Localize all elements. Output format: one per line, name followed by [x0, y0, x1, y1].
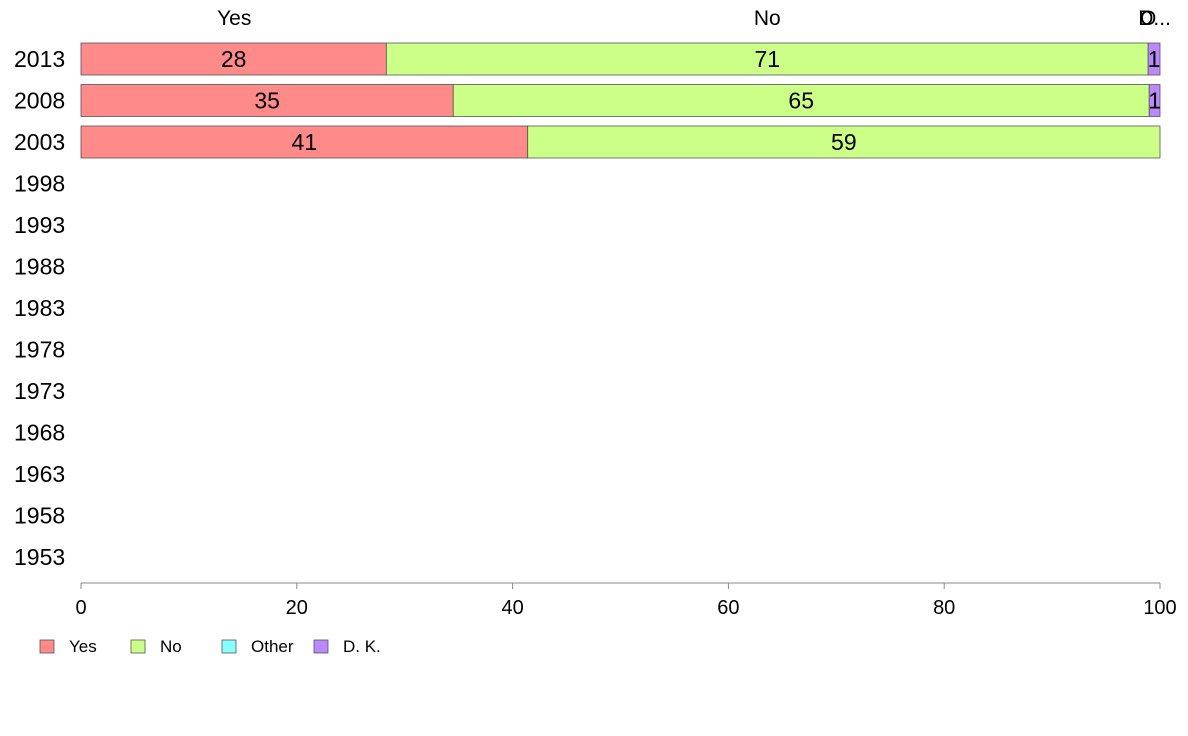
top-series-label: D... — [1138, 7, 1171, 30]
category-label: 1988 — [14, 254, 65, 280]
category-label: 2013 — [14, 46, 65, 72]
bar-value-label: 1 — [1148, 88, 1161, 114]
x-tick-label: 40 — [501, 597, 523, 619]
bar-value-label: 28 — [221, 46, 247, 72]
category-label: 2008 — [14, 88, 65, 114]
bar-segment — [1148, 84, 1161, 117]
legend-label: No — [160, 637, 182, 656]
x-tick-label: 20 — [286, 597, 308, 619]
category-label: 1978 — [14, 337, 65, 363]
category-label: 1983 — [14, 295, 65, 321]
x-tick-label: 80 — [933, 597, 955, 619]
category-label: 1998 — [14, 171, 65, 197]
x-tick-label: 100 — [1143, 597, 1176, 619]
legend-label: Other — [251, 637, 294, 656]
category-label: 1993 — [14, 212, 65, 238]
legend-label: Yes — [69, 637, 97, 656]
bar-value-label: 59 — [831, 129, 857, 155]
bar-value-label: 1 — [1148, 46, 1161, 72]
top-series-label: O — [1140, 7, 1156, 30]
bar-value-label: 65 — [788, 88, 814, 114]
category-label: 1963 — [14, 461, 65, 487]
category-label: 1953 — [14, 544, 65, 570]
category-label: 1973 — [14, 378, 65, 404]
x-tick-label: 0 — [75, 597, 86, 619]
category-label: 2003 — [14, 129, 65, 155]
x-tick-label: 60 — [717, 597, 739, 619]
bar-segment — [385, 42, 1149, 76]
top-series-label: Yes — [217, 7, 251, 30]
bar-segment — [1147, 42, 1161, 76]
bar-segment — [80, 84, 454, 117]
legend-swatch — [313, 639, 329, 654]
bar-value-label: 35 — [254, 88, 280, 114]
legend-swatch — [221, 639, 237, 654]
bar-segment — [527, 125, 1161, 159]
legend-swatch — [130, 639, 146, 654]
legend-label: D. K. — [343, 637, 381, 656]
top-series-label: No — [754, 7, 781, 30]
bar-value-label: 71 — [754, 46, 780, 72]
category-label: 1958 — [14, 503, 65, 529]
bar-value-label: 41 — [292, 129, 318, 155]
bar-segment — [452, 84, 1150, 117]
legend-swatch — [39, 639, 55, 654]
category-label: 1968 — [14, 420, 65, 446]
bar-segment — [80, 125, 529, 159]
